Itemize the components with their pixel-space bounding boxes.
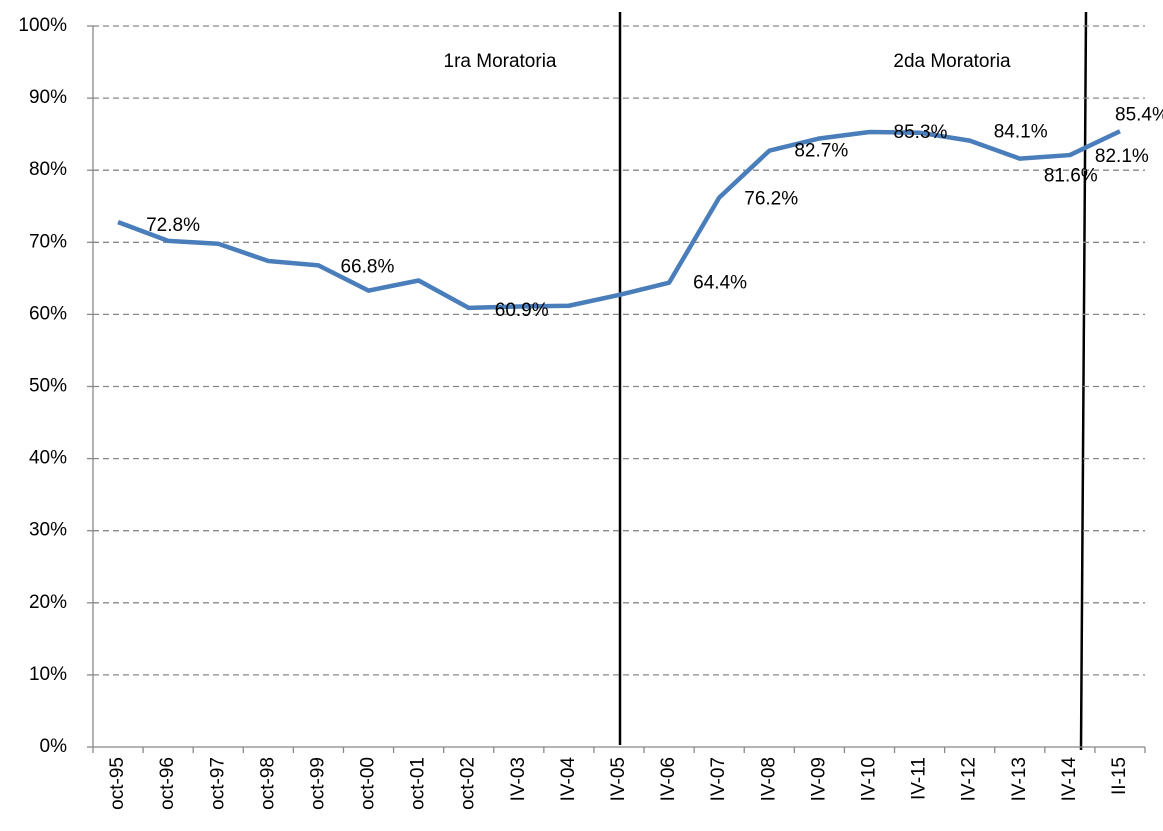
y-tick-label: 100%	[18, 15, 67, 36]
x-tick-label: IV-08	[758, 757, 779, 801]
x-tick-label: IV-13	[1009, 757, 1030, 801]
y-tick-label: 80%	[29, 159, 67, 180]
x-tick-label: IV-11	[909, 757, 930, 800]
x-tick-label: IV-03	[508, 757, 529, 801]
x-tick-label: oct-96	[157, 757, 178, 810]
y-tick-label: 40%	[29, 448, 67, 469]
y-tick-label: 10%	[29, 664, 67, 685]
data-label: 82.1%	[1095, 146, 1149, 167]
x-tick-label: IV-12	[959, 757, 980, 801]
y-tick-label: 50%	[29, 376, 67, 397]
data-label: 64.4%	[693, 273, 747, 294]
annotation: 1ra Moratoria	[444, 51, 557, 72]
x-tick-label: IV-06	[658, 757, 679, 801]
data-label: 81.6%	[1044, 166, 1098, 187]
x-tick-label: oct-99	[307, 757, 328, 810]
x-tick-label: oct-01	[408, 757, 429, 810]
y-tick-label: 20%	[29, 592, 67, 613]
data-label: 84.1%	[994, 122, 1048, 143]
data-label: 85.4%	[1115, 104, 1163, 125]
x-tick-label: IV-04	[558, 757, 579, 802]
x-tick-label: oct-02	[458, 757, 479, 810]
data-line	[117, 129, 1121, 311]
moratoria-divider	[1079, 11, 1088, 751]
x-tick-label: IV-14	[1059, 757, 1080, 802]
y-tick-label: 60%	[29, 303, 67, 324]
y-tick-label: 90%	[29, 87, 67, 108]
data-label: 66.8%	[340, 256, 394, 277]
x-tick-label: IV-05	[608, 757, 629, 801]
x-tick-label: oct-00	[358, 757, 379, 810]
x-tick-label: IV-07	[708, 757, 729, 801]
x-tick-label: IV-09	[808, 757, 829, 801]
y-tick-label: 70%	[29, 231, 67, 252]
x-tick-label: oct-98	[257, 757, 278, 810]
data-label: 76.2%	[744, 189, 798, 210]
y-tick-label: 30%	[29, 520, 67, 541]
data-label: 60.9%	[495, 300, 549, 321]
annotation: 2da Moratoria	[893, 51, 1011, 72]
x-tick-label: oct-95	[107, 757, 128, 810]
x-tick-label: II-15	[1109, 757, 1130, 795]
data-label: 82.7%	[794, 141, 848, 162]
y-tick-label: 0%	[40, 736, 68, 757]
x-tick-label: IV-10	[858, 757, 879, 801]
data-label: 85.3%	[894, 122, 948, 143]
data-label: 72.8%	[146, 215, 200, 236]
x-tick-label: oct-97	[207, 757, 228, 810]
